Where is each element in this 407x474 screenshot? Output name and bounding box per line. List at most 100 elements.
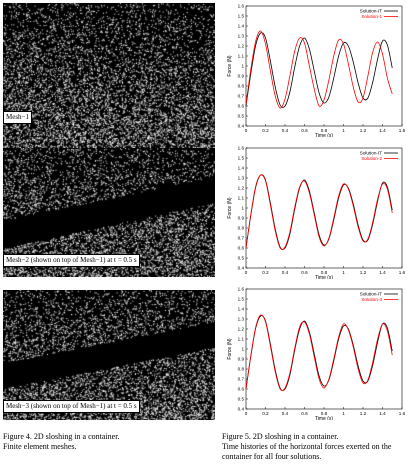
y-tick-label: 0.4 [238, 266, 245, 271]
y-tick-label: 0.8 [238, 367, 245, 372]
x-tick-label: 1.2 [360, 128, 367, 133]
x-axis-label: Time (s) [315, 416, 333, 420]
y-tick-label: 0.9 [238, 357, 245, 362]
x-tick-label: 0.2 [262, 128, 269, 133]
x-tick-label: 0.4 [282, 270, 289, 275]
mesh-panel-1: Mesh−1 [3, 3, 215, 148]
y-tick-label: 0.6 [238, 246, 245, 251]
y-tick-label: 1.5 [238, 14, 245, 19]
y-axis-label: Force (N) [227, 197, 233, 218]
plot-frame [245, 147, 403, 269]
y-tick-label: 0.5 [238, 256, 245, 261]
x-tick-label: 1.4 [379, 128, 386, 133]
y-tick-label: 0.8 [238, 226, 245, 231]
y-tick-label: 1.6 [238, 146, 245, 151]
x-tick-label: 0.8 [321, 411, 328, 416]
y-tick-label: 0.9 [238, 216, 245, 221]
x-tick-label: 0.4 [282, 411, 289, 416]
y-tick-label: 1.4 [238, 307, 245, 312]
force-chart-2: 0 0.2 0.4 0.6 0.8 1 1.2 1.4 1.6 0.4 0.5 0.6 0.7 0.8 0.… [227, 146, 406, 279]
y-tick-label: 0.5 [238, 114, 245, 119]
figure-5-body: Time histories of the horizontal forces … [222, 442, 392, 461]
x-tick-label: 1 [342, 270, 345, 275]
legend-label: Solution-IT [360, 151, 382, 156]
y-axis-label: Force (N) [227, 338, 233, 359]
mesh-panel-2: Mesh−2 (shown on top of Mesh−1) at t = 0… [3, 148, 215, 277]
mesh-label-3: Mesh−3 (shown on top of Mesh−1) at t = 0… [3, 400, 140, 413]
force-chart-1: 0 0.2 0.4 0.6 0.8 1 1.2 1.4 1.6 0.4 0.5 0.6 0.7 0.8 0.… [227, 4, 406, 137]
y-tick-label: 1.4 [238, 24, 245, 29]
y-tick-label: 0.4 [238, 124, 245, 129]
figure-4-body: Finite element meshes. [3, 442, 77, 451]
y-tick-label: 0.8 [238, 84, 245, 89]
figure-5-caption: Figure 5. 2D sloshing in a container. Ti… [222, 432, 404, 462]
x-tick-label: 1.4 [379, 411, 386, 416]
x-tick-label: 1 [342, 411, 345, 416]
y-tick-label: 0.7 [238, 94, 245, 99]
mesh-image-1 [3, 3, 215, 148]
y-tick-label: 1 [241, 206, 244, 211]
legend-label: Solution-IT [360, 292, 382, 297]
y-tick-label: 1.5 [238, 297, 245, 302]
y-tick-label: 1.6 [238, 287, 245, 292]
y-tick-label: 0.7 [238, 236, 245, 241]
legend-label: Solution-3 [361, 297, 382, 302]
x-tick-label: 0 [245, 270, 248, 275]
y-tick-label: 0.5 [238, 397, 245, 402]
x-tick-label: 0.6 [301, 128, 308, 133]
y-axis-label: Force (N) [227, 55, 233, 76]
figure-4-caption: Figure 4. 2D sloshing in a container. Fi… [3, 432, 208, 452]
series-line-solution-1 [245, 30, 393, 109]
y-tick-label: 1.3 [238, 34, 245, 39]
x-tick-label: 0.6 [301, 411, 308, 416]
force-plot-2: 0 0.2 0.4 0.6 0.8 1 1.2 1.4 1.6 0.4 0.5 0.6 0.7 0.8 0.… [226, 144, 407, 279]
x-axis-label: Time (s) [315, 133, 333, 137]
x-tick-label: 0.2 [262, 270, 269, 275]
y-tick-label: 1.1 [238, 337, 245, 342]
x-tick-label: 1.2 [360, 411, 367, 416]
force-plot-3: 0 0.2 0.4 0.6 0.8 1 1.2 1.4 1.6 0.4 0.5 0.6 0.7 0.8 0.… [226, 285, 407, 420]
y-tick-label: 1 [241, 64, 244, 69]
legend-label: Solution-2 [361, 156, 382, 161]
x-tick-label: 0.6 [301, 270, 308, 275]
y-tick-label: 0.7 [238, 377, 245, 382]
x-tick-label: 0.8 [321, 128, 328, 133]
y-tick-label: 0.6 [238, 104, 245, 109]
y-tick-label: 1.2 [238, 327, 245, 332]
x-tick-label: 1.6 [399, 270, 406, 275]
y-tick-label: 1.1 [238, 54, 245, 59]
figure-5-title: Figure 5. 2D sloshing in a container. [222, 432, 339, 441]
x-tick-label: 1.2 [360, 270, 367, 275]
x-tick-label: 1.6 [399, 128, 406, 133]
x-tick-label: 0.4 [282, 128, 289, 133]
y-tick-label: 0.9 [238, 74, 245, 79]
force-chart-3: 0 0.2 0.4 0.6 0.8 1 1.2 1.4 1.6 0.4 0.5 0.6 0.7 0.8 0.… [227, 287, 406, 420]
y-tick-label: 1.4 [238, 166, 245, 171]
mesh-label-1: Mesh−1 [3, 111, 33, 124]
y-tick-label: 1.3 [238, 176, 245, 181]
figure-4-title: Figure 4. 2D sloshing in a container. [3, 432, 120, 441]
x-axis-label: Time (s) [315, 275, 333, 279]
mesh-panel-3: Mesh−3 (shown on top of Mesh−1) at t = 0… [3, 290, 215, 420]
y-tick-label: 1.1 [238, 196, 245, 201]
mesh-label-2: Mesh−2 (shown on top of Mesh−1) at t = 0… [3, 254, 140, 267]
x-tick-label: 1.4 [379, 270, 386, 275]
x-tick-label: 0 [245, 128, 248, 133]
legend-label: Solution-IT [360, 9, 382, 14]
x-tick-label: 1 [342, 128, 345, 133]
x-tick-label: 0.2 [262, 411, 269, 416]
y-tick-label: 0.4 [238, 407, 245, 412]
x-tick-label: 0 [245, 411, 248, 416]
y-tick-label: 0.6 [238, 387, 245, 392]
legend-label: Solution-1 [361, 14, 382, 19]
series-line-solution-2 [245, 174, 393, 250]
x-tick-label: 1.6 [399, 411, 406, 416]
y-tick-label: 1.5 [238, 156, 245, 161]
series-line-solution-it [245, 32, 393, 108]
mesh-image-3 [3, 290, 215, 420]
y-tick-label: 1.2 [238, 186, 245, 191]
plot-frame [245, 288, 403, 410]
y-tick-label: 1.2 [238, 44, 245, 49]
y-tick-label: 1.3 [238, 317, 245, 322]
y-tick-label: 1.6 [238, 4, 245, 9]
